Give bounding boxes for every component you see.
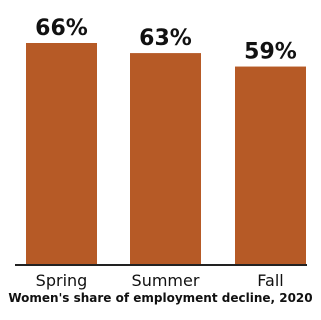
x-axis-title: Women's share of employment decline, 202… [8, 291, 313, 305]
data-label-spring: 66% [35, 16, 88, 41]
bar-spring [26, 43, 97, 265]
data-label-summer: 63% [139, 26, 192, 51]
x-tick-label-summer: Summer [132, 271, 200, 290]
x-tick-label-fall: Fall [257, 271, 283, 290]
data-label-fall: 59% [244, 40, 297, 65]
bar-fall [235, 66, 306, 265]
bar-summer [130, 53, 201, 265]
x-tick-label-spring: Spring [36, 271, 88, 290]
